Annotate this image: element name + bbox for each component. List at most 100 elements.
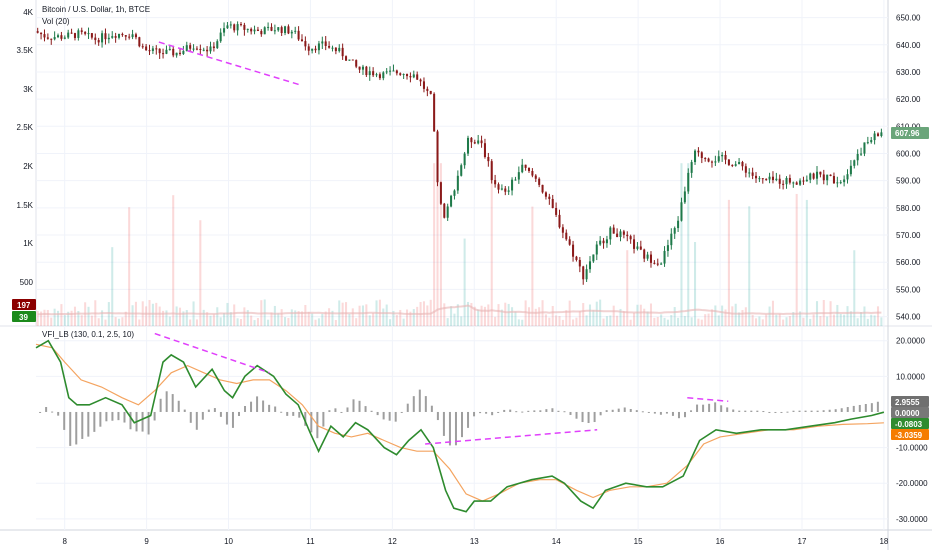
candle-body	[470, 137, 473, 143]
candle-body	[731, 164, 734, 166]
zero-value: 0.0000	[895, 409, 920, 418]
time-tick-label: 15	[634, 537, 643, 546]
candle-body	[172, 48, 175, 56]
histogram-bar	[647, 411, 650, 413]
candle-body	[480, 140, 483, 144]
volume-bar	[470, 302, 473, 326]
candle-body	[151, 48, 154, 51]
volume-bar	[531, 206, 534, 326]
candle-body	[677, 220, 680, 229]
volume-bar	[297, 311, 300, 326]
candle-body	[263, 27, 266, 35]
candle-body	[358, 66, 361, 70]
volume-bar	[324, 311, 327, 326]
volume-bar	[355, 318, 358, 326]
volume-bar	[605, 316, 608, 326]
volume-bar	[612, 305, 615, 326]
candle-body	[527, 167, 531, 172]
volume-bar	[304, 304, 307, 326]
volume-bar	[483, 306, 486, 326]
candle-body	[124, 35, 127, 37]
volume-bar	[67, 311, 70, 326]
candle-body	[175, 52, 178, 56]
histogram-bar	[750, 410, 753, 412]
candle-body	[375, 74, 378, 76]
price-tick-label: 570.00	[896, 231, 921, 240]
volume-bar	[734, 303, 737, 326]
signal-value: -3.0359	[895, 431, 923, 440]
candle-body	[466, 137, 470, 154]
volume-bar	[368, 315, 371, 326]
candle-body	[463, 153, 466, 166]
volume-bar	[151, 303, 154, 326]
volume-bar	[409, 311, 412, 326]
candle-body	[690, 162, 693, 173]
histogram-bar	[497, 411, 500, 413]
divergence-lines	[154, 41, 729, 445]
volume-bar	[331, 310, 334, 326]
histogram-bar	[792, 410, 795, 412]
histogram-bar	[231, 411, 234, 428]
candle-body	[419, 79, 422, 82]
candle-body	[378, 74, 381, 79]
volume-bar	[216, 307, 219, 326]
candle-body	[521, 164, 524, 173]
histogram-bar	[177, 400, 180, 412]
candle-body	[609, 227, 612, 240]
volume-bar	[731, 306, 734, 326]
volume-bar	[619, 308, 622, 326]
price-tick-label: 550.00	[896, 285, 921, 294]
histogram-bar	[99, 411, 102, 427]
volume-bar	[199, 220, 202, 326]
candle-body	[548, 196, 551, 199]
volume-bar	[477, 309, 480, 326]
histogram-bar	[310, 411, 313, 433]
candle-body	[843, 179, 846, 183]
volume-bar	[158, 306, 161, 326]
volume-bar	[233, 304, 236, 326]
candle-body	[402, 74, 405, 76]
volume-bar	[548, 317, 551, 326]
indicator-legend: VFI_LB (130, 0.1, 2.5, 10)	[42, 330, 134, 339]
candle-body	[250, 28, 253, 32]
candle-body	[73, 33, 76, 38]
histogram-bar	[352, 399, 355, 412]
volume-bar	[463, 238, 466, 326]
volume-bar	[104, 319, 107, 326]
volume-bar	[517, 319, 520, 326]
histogram-bar	[852, 405, 855, 412]
candle-body	[721, 154, 724, 157]
histogram-bar	[123, 411, 126, 423]
volume-bar	[585, 315, 588, 326]
histogram-bar	[412, 396, 415, 412]
candle-body	[189, 45, 192, 49]
volume-bar	[287, 317, 290, 326]
volume-bar	[433, 163, 436, 326]
volume-bar	[846, 306, 849, 326]
volume-bar	[63, 315, 66, 326]
candle-body	[145, 46, 148, 51]
volume-bar	[73, 306, 76, 326]
histogram-bar	[147, 411, 150, 435]
volume-bar	[145, 306, 148, 326]
indicator-tick-label: -20.0000	[896, 479, 928, 488]
histogram-bar	[834, 409, 837, 412]
histogram-bar	[527, 410, 530, 412]
candle-body	[429, 90, 432, 94]
histogram-bar	[822, 410, 825, 412]
histogram-bar	[581, 411, 584, 423]
candle-body	[565, 232, 568, 240]
volume-bar	[853, 250, 856, 326]
histogram-bar	[382, 411, 385, 420]
volume-bar	[399, 309, 402, 326]
candle-body	[853, 160, 856, 166]
histogram-bar	[515, 411, 518, 413]
candle-body	[155, 48, 158, 50]
volume-bar	[514, 311, 517, 326]
price-tick-label: 580.00	[896, 204, 921, 213]
candle-body	[60, 35, 63, 39]
price-tick-label: 600.00	[896, 149, 921, 158]
volume-bar	[294, 310, 297, 326]
candle-body	[36, 31, 39, 33]
histogram-bar	[720, 405, 723, 412]
